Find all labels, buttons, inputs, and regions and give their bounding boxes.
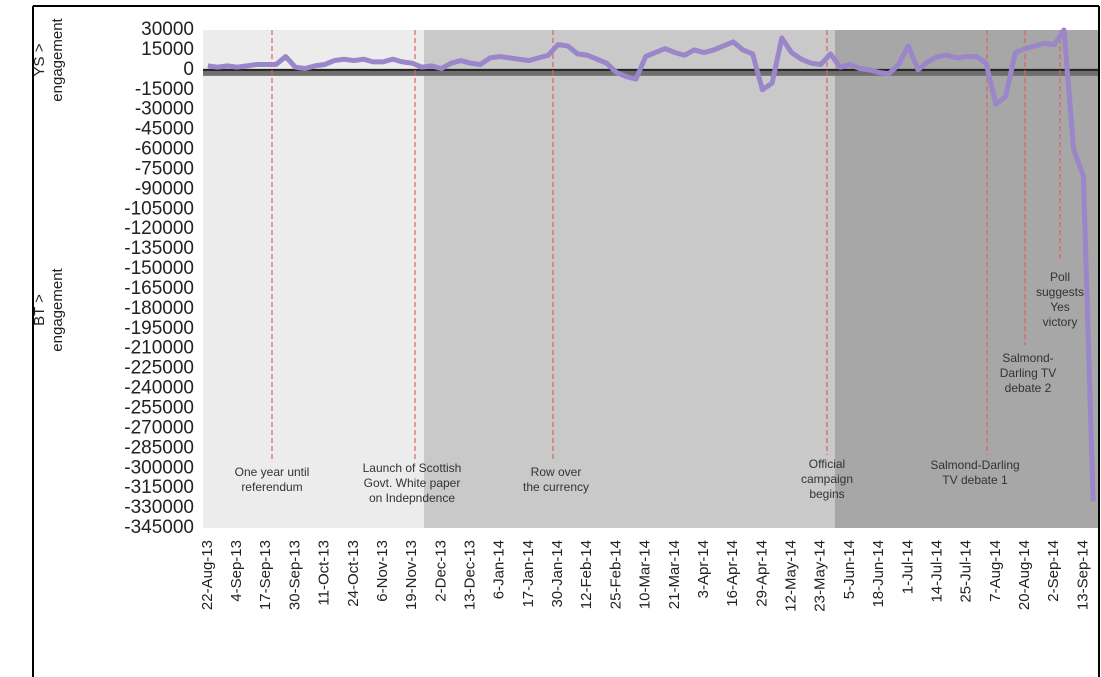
y-tick-label: -255000 (124, 397, 194, 418)
x-tick-label: 11-Oct-13 (316, 540, 333, 606)
y-tick-label: 15000 (141, 39, 194, 60)
y-tick-label: -270000 (124, 417, 194, 438)
x-tick-label: 13-Sep-14 (1074, 540, 1091, 610)
phase-2-background (424, 30, 835, 528)
x-tick-label: 2-Sep-14 (1045, 540, 1062, 602)
x-tick-label: 12-May-14 (783, 540, 800, 612)
annotation-text: suggests (1036, 285, 1084, 299)
x-tick-label: 4-Sep-13 (228, 540, 245, 602)
y-tick-label: -240000 (124, 378, 194, 399)
x-tick-label: 19-Nov-13 (403, 540, 420, 610)
x-tick-label: 10-Mar-14 (637, 540, 654, 609)
x-tick-label: 12-Feb-14 (578, 540, 595, 609)
y-tick-label: -330000 (124, 497, 194, 518)
annotation-text: Yes (1050, 300, 1070, 314)
x-tick-label: 5-Jun-14 (841, 540, 858, 599)
annotation-text: debate 2 (1005, 381, 1052, 395)
y-tick-label: -105000 (124, 198, 194, 219)
x-tick-label: 17-Sep-13 (257, 540, 274, 610)
annotation-text: TV debate 1 (942, 473, 1008, 487)
x-tick-label: 30-Jan-14 (549, 540, 566, 608)
y-tick-label: -120000 (124, 218, 194, 239)
x-tick-label: 1-Jul-14 (899, 540, 916, 594)
y-tick-label: -195000 (124, 318, 194, 339)
x-tick-label: 20-Aug-14 (1016, 540, 1033, 610)
annotation-text: Salmond-Darling (930, 458, 1019, 472)
x-tick-label: 18-Jun-14 (870, 540, 887, 608)
x-tick-label: 29-Apr-14 (753, 540, 770, 607)
y-tick-label: -225000 (124, 358, 194, 379)
annotation-text: Darling TV (1000, 366, 1056, 380)
x-tick-label: 6-Nov-13 (374, 540, 391, 602)
phase-3-background (835, 30, 1098, 528)
x-tick-label: 23-May-14 (812, 540, 829, 612)
y-tick-label: -285000 (124, 437, 194, 458)
data-line (207, 27, 1096, 502)
y-tick-label: -135000 (124, 238, 194, 259)
y-tick-label: -15000 (135, 79, 194, 100)
annotation-text: Govt. White paper (364, 476, 461, 490)
x-tick-label: 17-Jan-14 (520, 540, 537, 608)
y-tick-label: -60000 (135, 139, 194, 160)
x-tick-label: 25-Jul-14 (958, 540, 975, 603)
plot: 30000150000-15000-30000-45000-60000-7500… (31, 17, 1098, 612)
x-tick-label: 3-Apr-14 (695, 540, 712, 598)
y-tick-label: -30000 (135, 99, 194, 120)
annotation-text: Launch of Scottish (363, 461, 462, 475)
y-axis-title: YS > (31, 43, 48, 76)
y-tick-label: -300000 (124, 457, 194, 478)
y-axis-title: engagement (49, 267, 66, 351)
x-tick-label: 21-Mar-14 (666, 540, 683, 609)
y-tick-label: -45000 (135, 119, 194, 140)
x-tick-label: 7-Aug-14 (987, 540, 1004, 602)
y-tick-label: -345000 (124, 517, 194, 538)
y-tick-label: 0 (183, 59, 194, 80)
x-tick-label: 24-Oct-13 (345, 540, 362, 607)
annotation-text: campaign (801, 472, 853, 486)
annotation-text: the currency (523, 480, 589, 494)
y-tick-label: 30000 (141, 19, 194, 40)
x-tick-label: 25-Feb-14 (607, 540, 624, 609)
annotation-text: One year until (235, 465, 310, 479)
annotation-text: Salmond- (1002, 351, 1053, 365)
zero-band (203, 69, 1098, 76)
y-tick-label: -75000 (135, 158, 194, 179)
y-tick-label: -315000 (124, 477, 194, 498)
annotation-text: on Indepndence (369, 491, 455, 505)
annotation-text: Official (809, 457, 845, 471)
annotation-text: Row over (531, 465, 582, 479)
x-tick-label: 6-Jan-14 (491, 540, 508, 599)
x-tick-label: 14-Jul-14 (928, 540, 945, 603)
annotation-text: Poll (1050, 270, 1070, 284)
x-tick-label: 16-Apr-14 (724, 540, 741, 607)
annotation-text: victory (1043, 315, 1078, 329)
annotation-text: referendum (241, 480, 302, 494)
y-tick-label: -180000 (124, 298, 194, 319)
x-tick-label: 30-Sep-13 (286, 540, 303, 610)
y-tick-label: -90000 (135, 178, 194, 199)
x-tick-label: 2-Dec-13 (432, 540, 449, 602)
x-tick-label: 22-Aug-13 (199, 540, 216, 610)
y-axis-title: engagement (49, 17, 66, 101)
annotation-text: begins (809, 487, 844, 501)
y-tick-label: -150000 (124, 258, 194, 279)
y-tick-label: -210000 (124, 338, 194, 359)
phase-1-background (203, 30, 424, 528)
y-axis-title: BT > (31, 294, 48, 326)
x-tick-label: 13-Dec-13 (461, 540, 478, 610)
y-tick-label: -165000 (124, 278, 194, 299)
